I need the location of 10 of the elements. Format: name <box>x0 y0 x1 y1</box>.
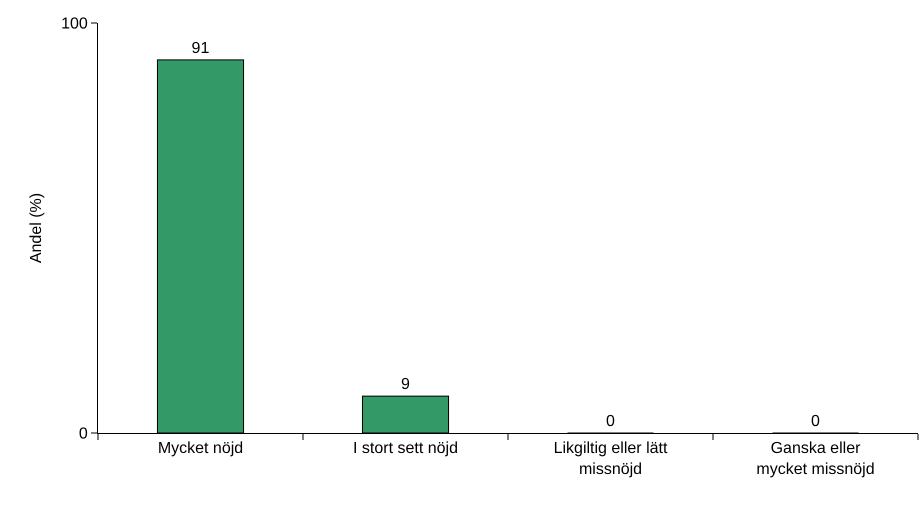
x-tick-label: Mycket nöjd <box>158 440 244 458</box>
data-label: 91 <box>192 40 210 57</box>
y-tick-label: 100 <box>61 16 88 33</box>
data-label: 9 <box>401 376 410 394</box>
data-label: 0 <box>606 413 615 430</box>
y-axis-title: Andel (%) <box>28 192 45 264</box>
x-tick-label: I stort sett nöjd <box>353 440 458 458</box>
x-tick-label: Likgiltig eller lätt missnöjd <box>554 440 668 478</box>
data-label: 0 <box>811 413 820 430</box>
x-tick-label: Ganska eller mycket missnöjd <box>756 440 875 478</box>
